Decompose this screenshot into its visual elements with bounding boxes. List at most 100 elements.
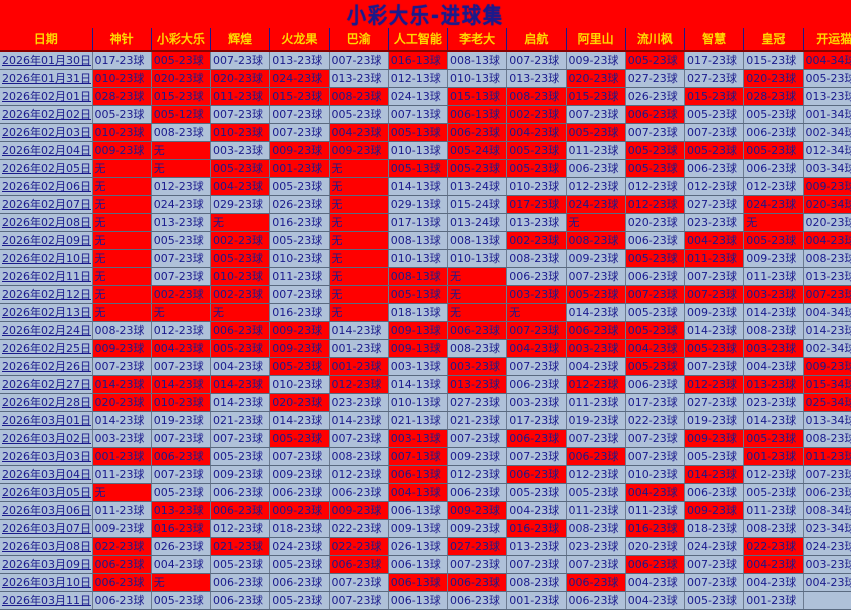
result-cell[interactable]: 009-23球	[684, 501, 745, 520]
date-cell[interactable]: 2026年02月25日	[0, 339, 93, 358]
result-cell[interactable]: 006-23球	[447, 321, 508, 340]
result-cell[interactable]: 006-23球	[447, 483, 508, 502]
result-cell[interactable]: 005-23球	[625, 141, 686, 160]
result-cell[interactable]: 009-23球	[447, 501, 508, 520]
result-cell[interactable]: 006-13球	[447, 105, 508, 124]
result-cell[interactable]: 无	[329, 231, 389, 250]
result-cell[interactable]: 027-23球	[684, 195, 745, 214]
result-cell[interactable]: 005-23球	[506, 159, 567, 178]
result-cell[interactable]: 015-23球	[566, 87, 626, 106]
result-cell[interactable]: 014-23球	[803, 321, 851, 340]
result-cell[interactable]: 005-23球	[684, 105, 745, 124]
result-cell[interactable]: 014-23球	[329, 411, 389, 430]
result-cell[interactable]: 004-23球	[743, 573, 804, 592]
result-cell[interactable]: 014-23球	[210, 393, 271, 412]
result-cell[interactable]: 012-23球	[210, 519, 271, 538]
result-cell[interactable]: 027-23球	[625, 69, 686, 88]
date-cell[interactable]: 2026年02月04日	[0, 141, 93, 160]
result-cell[interactable]: 007-23球	[151, 465, 212, 484]
column-header-11[interactable]: 智慧	[684, 28, 745, 52]
result-cell[interactable]: 012-23球	[625, 177, 686, 196]
result-cell[interactable]: 006-23球	[447, 123, 508, 142]
result-cell[interactable]: 013-23球	[151, 213, 212, 232]
result-cell[interactable]: 无	[92, 267, 152, 286]
result-cell[interactable]: 010-23球	[92, 123, 152, 142]
result-cell[interactable]: 007-23球	[684, 573, 745, 592]
result-cell[interactable]: 014-23球	[210, 375, 271, 394]
result-cell[interactable]: 029-23球	[210, 195, 271, 214]
result-cell[interactable]: 007-23球	[329, 429, 389, 448]
result-cell[interactable]: 012-13球	[388, 69, 449, 88]
result-cell[interactable]: 018-23球	[684, 519, 745, 538]
result-cell[interactable]: 009-23球	[92, 339, 152, 358]
result-cell[interactable]: 006-23球	[210, 501, 271, 520]
result-cell[interactable]: 007-23球	[566, 555, 626, 574]
result-cell[interactable]: 012-23球	[684, 375, 745, 394]
result-cell[interactable]: 005-23球	[803, 69, 851, 88]
result-cell[interactable]: 022-23球	[625, 411, 686, 430]
result-cell[interactable]: 011-23球	[269, 267, 330, 286]
result-cell[interactable]: 007-23球	[506, 555, 567, 574]
result-cell[interactable]: 无	[151, 573, 212, 592]
result-cell[interactable]: 004-23球	[506, 123, 567, 142]
date-cell[interactable]: 2026年03月09日	[0, 555, 93, 574]
result-cell[interactable]: 018-13球	[388, 303, 449, 322]
result-cell[interactable]: 005-23球	[743, 141, 804, 160]
column-header-9[interactable]: 阿里山	[566, 28, 626, 52]
result-cell[interactable]: 023-23球	[684, 213, 745, 232]
result-cell[interactable]: 002-34球	[803, 339, 851, 358]
result-cell[interactable]: 009-23球	[92, 141, 152, 160]
result-cell[interactable]: 无	[447, 285, 508, 304]
result-cell[interactable]: 006-23球	[566, 159, 626, 178]
result-cell[interactable]: 009-23球	[269, 321, 330, 340]
date-cell[interactable]: 2026年02月10日	[0, 249, 93, 268]
result-cell[interactable]: 028-23球	[743, 87, 804, 106]
result-cell[interactable]: 004-23球	[625, 591, 686, 610]
result-cell[interactable]: 011-23球	[566, 501, 626, 520]
result-cell[interactable]: 003-34球	[803, 159, 851, 178]
result-cell[interactable]: 010-23球	[625, 465, 686, 484]
result-cell[interactable]: 009-23球	[269, 465, 330, 484]
result-cell[interactable]: 027-23球	[447, 393, 508, 412]
result-cell[interactable]: 007-23球	[803, 285, 851, 304]
result-cell[interactable]: 012-23球	[151, 321, 212, 340]
result-cell[interactable]: 008-23球	[92, 321, 152, 340]
result-cell[interactable]: 004-23球	[566, 357, 626, 376]
result-cell[interactable]: 005-23球	[269, 231, 330, 250]
result-cell[interactable]: 014-13球	[388, 177, 449, 196]
result-cell[interactable]: 027-23球	[684, 69, 745, 88]
result-cell[interactable]: 005-23球	[625, 249, 686, 268]
result-cell[interactable]: 008-23球	[743, 321, 804, 340]
result-cell[interactable]: 010-23球	[151, 393, 212, 412]
result-cell[interactable]: 007-23球	[447, 555, 508, 574]
result-cell[interactable]: 006-23球	[625, 105, 686, 124]
result-cell[interactable]: 016-23球	[269, 303, 330, 322]
result-cell[interactable]: 无	[151, 303, 212, 322]
result-cell[interactable]: 012-23球	[329, 375, 389, 394]
result-cell[interactable]: 010-23球	[92, 69, 152, 88]
result-cell[interactable]: 001-23球	[329, 339, 389, 358]
result-cell[interactable]: 006-23球	[566, 321, 626, 340]
result-cell[interactable]: 016-23球	[269, 213, 330, 232]
result-cell[interactable]: 003-23球	[743, 285, 804, 304]
result-cell[interactable]: 016-23球	[625, 519, 686, 538]
result-cell[interactable]: 026-23球	[269, 195, 330, 214]
result-cell[interactable]: 009-13球	[388, 519, 449, 538]
result-cell[interactable]: 014-23球	[92, 411, 152, 430]
result-cell[interactable]: 006-23球	[506, 267, 567, 286]
result-cell[interactable]: 003-23球	[447, 357, 508, 376]
result-cell[interactable]: 无	[92, 303, 152, 322]
result-cell[interactable]: 021-13球	[388, 411, 449, 430]
result-cell[interactable]: 009-23球	[566, 249, 626, 268]
result-cell[interactable]: 013-23球	[803, 87, 851, 106]
result-cell[interactable]: 004-34球	[803, 303, 851, 322]
result-cell[interactable]: 009-23球	[329, 501, 389, 520]
result-cell[interactable]: 008-23球	[743, 519, 804, 538]
result-cell[interactable]: 007-23球	[506, 321, 567, 340]
result-cell[interactable]: 007-13球	[388, 447, 449, 466]
result-cell[interactable]: 009-23球	[803, 357, 851, 376]
result-cell[interactable]: 014-23球	[743, 303, 804, 322]
result-cell[interactable]: 009-23球	[92, 519, 152, 538]
result-cell[interactable]: 009-23球	[269, 339, 330, 358]
result-cell[interactable]: 028-23球	[92, 87, 152, 106]
